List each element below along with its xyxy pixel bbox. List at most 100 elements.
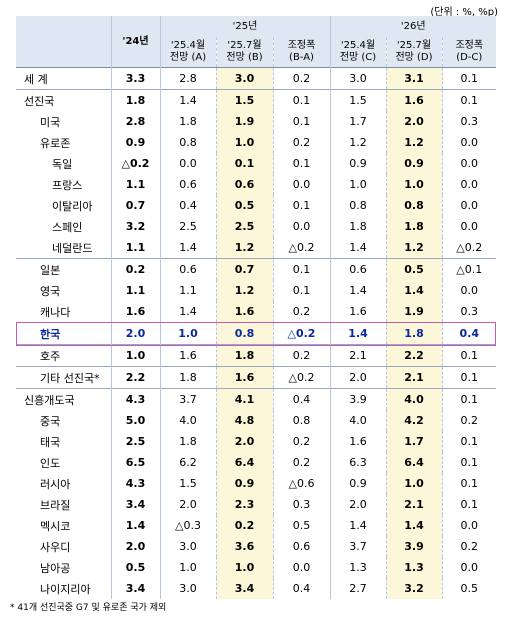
- cell-value: 0.2: [272, 431, 330, 452]
- cell-value: 1.1: [110, 280, 160, 301]
- header-col-d: '25.7월 전망 (D): [385, 37, 442, 68]
- cell-value: 0.2: [272, 301, 330, 323]
- cell-value: 1.4: [110, 515, 160, 536]
- cell-value: 0.8: [272, 410, 330, 431]
- cell-value: △0.3: [159, 515, 216, 536]
- cell-value: 2.3: [215, 494, 273, 515]
- cell-value: 0.5: [215, 195, 273, 216]
- cell-value: 0.3: [441, 111, 497, 132]
- cell-value: 4.0: [159, 410, 216, 431]
- cell-value: 0.0: [441, 515, 497, 536]
- cell-value: 0.4: [272, 388, 330, 410]
- cell-value: 1.1: [110, 237, 160, 259]
- cell-value: 2.0: [329, 494, 386, 515]
- cell-value: 0.1: [441, 67, 497, 90]
- cell-value: 3.9: [329, 388, 386, 410]
- cell-value: 1.4: [385, 515, 442, 536]
- cell-value: 1.5: [215, 89, 273, 111]
- table-row: 중국 5.0 4.0 4.8 0.8 4.0 4.2 0.2: [16, 410, 497, 431]
- cell-value: 1.5: [159, 473, 216, 494]
- cell-value: 1.0: [385, 174, 442, 195]
- cell-value: 0.6: [329, 258, 386, 280]
- cell-value: 1.8: [385, 216, 442, 237]
- cell-value: 3.0: [159, 536, 216, 557]
- row-label: 프랑스: [52, 178, 83, 192]
- cell-value: 3.4: [110, 578, 160, 599]
- cell-value: 4.3: [110, 473, 160, 494]
- table-row: 신흥개도국 4.3 3.7 4.1 0.4 3.9 4.0 0.1: [16, 388, 497, 410]
- cell-value: 1.0: [159, 322, 216, 345]
- table-row: 세 계 3.3 2.8 3.0 0.2 3.0 3.1 0.1: [16, 67, 497, 90]
- row-label: 한국: [16, 322, 111, 345]
- cell-value: 3.4: [215, 578, 273, 599]
- cell-value: 4.3: [110, 388, 160, 410]
- cell-value: 1.8: [385, 322, 442, 345]
- cell-value: 2.1: [385, 366, 442, 389]
- cell-value: 1.4: [385, 280, 442, 301]
- table-row: 영국 1.1 1.1 1.2 0.1 1.4 1.4 0.0: [16, 280, 497, 301]
- cell-value: 4.2: [385, 410, 442, 431]
- cell-value: 0.3: [272, 494, 330, 515]
- row-label: 이탈리아: [52, 199, 93, 213]
- cell-value: 0.1: [215, 153, 273, 174]
- cell-value: 6.4: [215, 452, 273, 473]
- row-label: 중국: [40, 414, 61, 428]
- cell-value: 1.0: [329, 174, 386, 195]
- cell-value: 0.2: [441, 536, 497, 557]
- header-col-a: '25.4월 전망 (A): [159, 37, 216, 68]
- cell-value: 2.0: [110, 322, 160, 345]
- cell-value: 4.1: [215, 388, 273, 410]
- header-col-b: '25.7월 전망 (B): [215, 37, 273, 68]
- cell-value: 0.2: [272, 132, 330, 153]
- cell-value: 1.5: [329, 89, 386, 111]
- cell-value: 6.5: [110, 452, 160, 473]
- cell-value: 2.5: [159, 216, 216, 237]
- cell-value: 3.3: [110, 67, 160, 90]
- cell-value: 0.0: [441, 195, 497, 216]
- cell-value: 1.6: [329, 301, 386, 323]
- cell-value: 0.4: [272, 578, 330, 599]
- cell-value: 0.4: [159, 195, 216, 216]
- cell-value: 1.3: [329, 557, 386, 578]
- cell-value: 1.7: [385, 431, 442, 452]
- cell-value: 0.2: [272, 344, 330, 367]
- row-label: 세 계: [16, 67, 111, 90]
- table-row: 독일 △0.2 0.0 0.1 0.1 0.9 0.9 0.0: [16, 153, 497, 174]
- row-label: 사우디: [40, 540, 71, 554]
- table-row: 선진국 1.8 1.4 1.5 0.1 1.5 1.6 0.1: [16, 89, 497, 111]
- table-row: 미국 2.8 1.8 1.9 0.1 1.7 2.0 0.3: [16, 111, 497, 132]
- table-row: 호주 1.0 1.6 1.8 0.2 2.1 2.2 0.1: [16, 344, 497, 367]
- cell-value: 1.4: [329, 280, 386, 301]
- header-corner: [16, 16, 111, 68]
- row-label: 독일: [52, 157, 73, 171]
- cell-value: 1.8: [215, 344, 273, 367]
- cell-value: △0.2: [272, 237, 330, 259]
- row-label: 태국: [40, 435, 61, 449]
- cell-value: 0.1: [441, 452, 497, 473]
- table-row: 프랑스 1.1 0.6 0.6 0.0 1.0 1.0 0.0: [16, 174, 497, 195]
- cell-value: 0.2: [441, 410, 497, 431]
- cell-value: 1.8: [159, 366, 216, 389]
- cell-value: 2.0: [159, 494, 216, 515]
- cell-value: 0.0: [441, 153, 497, 174]
- cell-value: 0.1: [272, 258, 330, 280]
- cell-value: 0.1: [441, 388, 497, 410]
- cell-value: 0.0: [272, 174, 330, 195]
- table-row: 브라질 3.4 2.0 2.3 0.3 2.0 2.1 0.1: [16, 494, 497, 515]
- cell-value: 0.1: [441, 366, 497, 389]
- header-2024: '24년: [110, 16, 160, 68]
- table-row: 스페인 3.2 2.5 2.5 0.0 1.8 1.8 0.0: [16, 216, 497, 237]
- cell-value: △0.2: [441, 237, 497, 259]
- table-row: 일본 0.2 0.6 0.7 0.1 0.6 0.5 △0.1: [16, 258, 497, 280]
- cell-value: 3.9: [385, 536, 442, 557]
- cell-value: 0.0: [272, 216, 330, 237]
- cell-value: 0.9: [215, 473, 273, 494]
- row-label: 호주: [16, 344, 111, 367]
- cell-value: 0.5: [272, 515, 330, 536]
- table-row: 나이지리아 3.4 3.0 3.4 0.4 2.7 3.2 0.5: [16, 578, 497, 599]
- cell-value: 0.0: [441, 132, 497, 153]
- cell-value: 0.5: [441, 578, 497, 599]
- header-row-years: '24년 '25년 '26년: [16, 16, 497, 68]
- cell-value: 1.4: [159, 237, 216, 259]
- cell-value: 2.5: [215, 216, 273, 237]
